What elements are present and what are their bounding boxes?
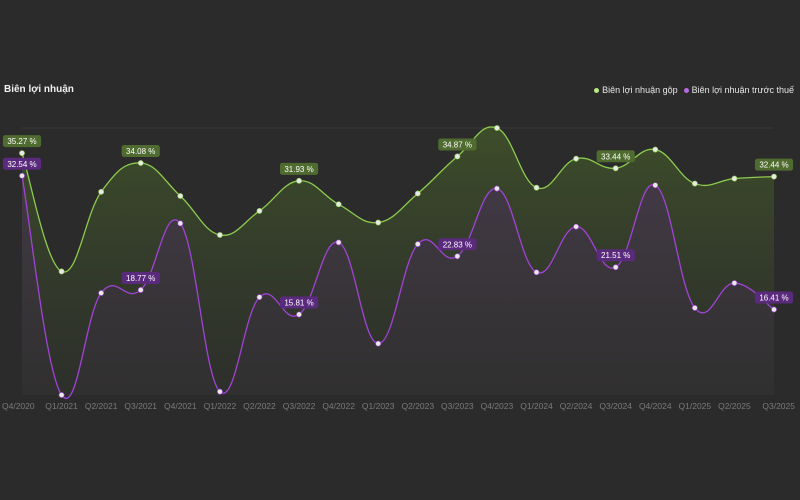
x-tick-label: Q3/2025 [762, 401, 795, 411]
data-label-pretax-margin: 16.41 % [759, 294, 788, 303]
point-pretax-margin [414, 241, 421, 247]
point-pretax-margin [494, 185, 500, 192]
x-tick-label: Q4/2021 [164, 401, 197, 411]
data-label-bg-gross-margin [438, 138, 477, 151]
data-label-bg-pretax-margin [121, 271, 160, 284]
point-gross-margin [256, 208, 263, 214]
x-tick-label: Q4/2020 [2, 401, 35, 411]
data-label-bg-gross-margin [2, 135, 42, 148]
area-pretax-margin [22, 175, 774, 399]
legend-item-gross-margin[interactable]: Biên lợi nhuận gộp [594, 85, 678, 95]
data-label-gross-margin: 33.44 % [601, 152, 630, 161]
point-pretax-margin [652, 182, 659, 189]
point-pretax-margin [612, 264, 619, 271]
point-gross-margin [454, 153, 461, 160]
point-pretax-margin [137, 287, 144, 293]
x-tick-label: Q1/2022 [204, 401, 237, 411]
point-gross-margin [573, 155, 580, 162]
data-label-gross-margin: 34.87 % [443, 140, 472, 149]
point-pretax-margin [58, 392, 65, 398]
x-tick-label: Q3/2024 [599, 401, 632, 411]
x-tick-label: Q3/2023 [441, 401, 474, 411]
data-label-pretax-margin: 21.51 % [601, 251, 630, 260]
point-pretax-margin [454, 253, 461, 260]
point-gross-margin [414, 190, 421, 197]
data-label-gross-margin: 32.44 % [759, 161, 788, 170]
data-label-bg-pretax-margin [596, 249, 635, 262]
point-gross-margin [771, 173, 777, 180]
x-tick-label: Q2/2023 [401, 401, 434, 411]
point-gross-margin [296, 177, 302, 184]
point-gross-margin [58, 268, 65, 275]
data-label-bg-pretax-margin [438, 238, 477, 251]
point-pretax-margin [98, 290, 105, 296]
point-pretax-margin [256, 294, 263, 301]
data-label-bg-pretax-margin [279, 296, 319, 309]
point-gross-margin [19, 150, 25, 157]
point-gross-margin [533, 184, 540, 191]
point-pretax-margin [177, 220, 184, 227]
point-gross-margin [494, 125, 500, 131]
point-gross-margin [612, 165, 619, 172]
x-tick-label: Q2/2022 [243, 401, 276, 411]
point-pretax-margin [375, 340, 382, 347]
point-gross-margin [375, 219, 382, 226]
data-label-bg-gross-margin [596, 150, 635, 163]
line-gross-margin [21, 126, 775, 273]
point-gross-margin [731, 175, 738, 182]
point-pretax-margin [573, 223, 580, 230]
data-label-pretax-margin: 18.77 % [126, 274, 155, 283]
legend-dot-pretax-margin [683, 87, 689, 93]
data-label-gross-margin: 31.93 % [284, 165, 313, 174]
point-gross-margin [691, 180, 698, 187]
data-label-bg-gross-margin [279, 162, 319, 175]
x-tick-label: Q1/2023 [362, 401, 395, 411]
x-tick-label: Q4/2024 [639, 401, 672, 411]
x-tick-label: Q4/2023 [481, 401, 514, 411]
point-gross-margin [216, 232, 223, 238]
x-tick-label: Q3/2021 [124, 401, 157, 411]
data-label-bg-gross-margin [754, 158, 794, 171]
data-label-gross-margin: 35.27 % [7, 137, 36, 146]
point-gross-margin [177, 193, 184, 199]
point-pretax-margin [691, 305, 698, 311]
point-gross-margin [98, 188, 105, 195]
point-pretax-margin [296, 311, 302, 318]
x-tick-label: Q4/2022 [322, 401, 355, 411]
point-pretax-margin [19, 172, 25, 179]
point-pretax-margin [771, 306, 777, 313]
point-pretax-margin [731, 280, 738, 286]
x-tick-label: Q1/2024 [520, 401, 553, 411]
point-gross-margin [652, 146, 659, 153]
x-tick-label: Q1/2021 [45, 401, 78, 411]
data-label-bg-gross-margin [121, 144, 160, 157]
data-label-pretax-margin: 15.81 % [284, 298, 313, 307]
x-tick-label: Q2/2024 [560, 401, 593, 411]
x-tick-label: Q3/2022 [283, 401, 316, 411]
point-gross-margin [137, 160, 144, 166]
point-pretax-margin [533, 269, 540, 276]
x-tick-label: Q2/2021 [85, 401, 118, 411]
chart-title: Biên lợi nhuận [4, 84, 74, 95]
legend-label-pretax-margin: Biên lợi nhuận trước thuế [691, 85, 794, 95]
legend-item-pretax-margin[interactable]: Biên lợi nhuận trước thuế [683, 85, 794, 95]
point-pretax-margin [335, 239, 342, 246]
x-tick-label: Q2/2025 [718, 401, 751, 411]
data-label-pretax-margin: 22.83 % [443, 240, 472, 249]
data-label-gross-margin: 34.08 % [126, 147, 155, 156]
legend-dot-gross-margin [594, 87, 600, 93]
data-label-bg-pretax-margin [2, 157, 42, 170]
legend: Biên lợi nhuận gộp Biên lợi nhuận trước … [594, 85, 794, 95]
data-label-pretax-margin: 32.54 % [7, 160, 36, 169]
data-label-bg-pretax-margin [754, 291, 794, 304]
x-tick-label: Q1/2025 [679, 401, 712, 411]
point-pretax-margin [216, 388, 223, 395]
legend-label-gross-margin: Biên lợi nhuận gộp [602, 85, 678, 95]
point-gross-margin [335, 201, 342, 208]
